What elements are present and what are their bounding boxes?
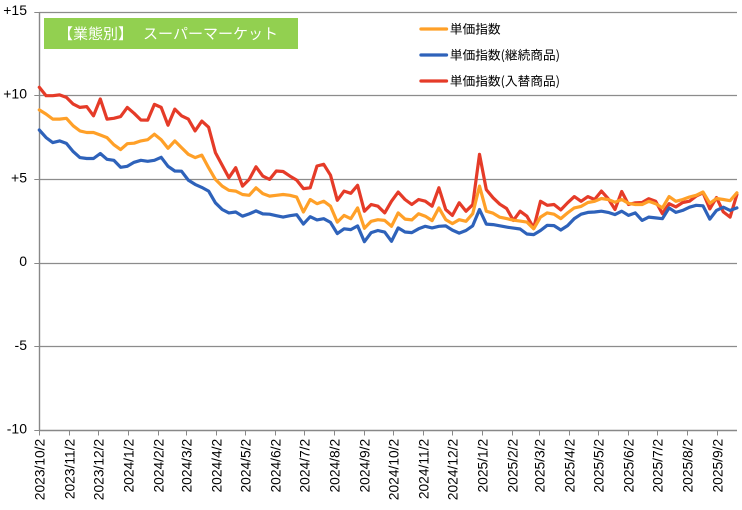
svg-text:-5: -5 (15, 337, 28, 353)
svg-text:2025/4/2: 2025/4/2 (563, 439, 578, 493)
svg-text:2024/7/2: 2024/7/2 (297, 439, 312, 493)
svg-text:2024/9/2: 2024/9/2 (357, 439, 372, 493)
svg-text:0: 0 (19, 253, 27, 269)
svg-text:2024/12/2: 2024/12/2 (445, 439, 460, 500)
svg-text:2025/6/2: 2025/6/2 (622, 439, 637, 493)
svg-text:2024/2/2: 2024/2/2 (151, 439, 166, 493)
svg-text:2025/9/2: 2025/9/2 (711, 439, 726, 493)
svg-text:+15: +15 (3, 2, 27, 18)
svg-text:2024/3/2: 2024/3/2 (179, 439, 194, 493)
svg-text:2025/8/2: 2025/8/2 (681, 439, 696, 493)
svg-text:2024/5/2: 2024/5/2 (238, 439, 253, 493)
svg-text:2024/11/2: 2024/11/2 (416, 439, 431, 499)
svg-text:-10: -10 (7, 421, 27, 437)
svg-text:+5: +5 (11, 169, 27, 185)
svg-text:2025/2/2: 2025/2/2 (505, 439, 520, 493)
svg-text:2023/11/2: 2023/11/2 (62, 439, 77, 499)
svg-text:2023/10/2: 2023/10/2 (32, 439, 47, 500)
svg-text:2024/4/2: 2024/4/2 (209, 439, 224, 493)
svg-text:+10: +10 (3, 86, 27, 102)
svg-text:2025/3/2: 2025/3/2 (533, 439, 548, 493)
svg-text:2025/1/2: 2025/1/2 (475, 439, 490, 493)
svg-text:2025/7/2: 2025/7/2 (651, 439, 666, 493)
svg-text:2025/5/2: 2025/5/2 (592, 439, 607, 493)
svg-text:2024/6/2: 2024/6/2 (268, 439, 283, 493)
svg-text:2024/1/2: 2024/1/2 (121, 439, 136, 493)
svg-text:2023/12/2: 2023/12/2 (91, 439, 106, 500)
svg-text:2024/8/2: 2024/8/2 (327, 439, 342, 493)
svg-text:2024/10/2: 2024/10/2 (386, 439, 401, 500)
